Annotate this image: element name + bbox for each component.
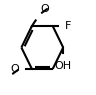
Text: F: F — [65, 21, 72, 31]
Text: OH: OH — [55, 61, 72, 71]
Text: O: O — [11, 64, 19, 74]
Text: O: O — [40, 4, 49, 14]
